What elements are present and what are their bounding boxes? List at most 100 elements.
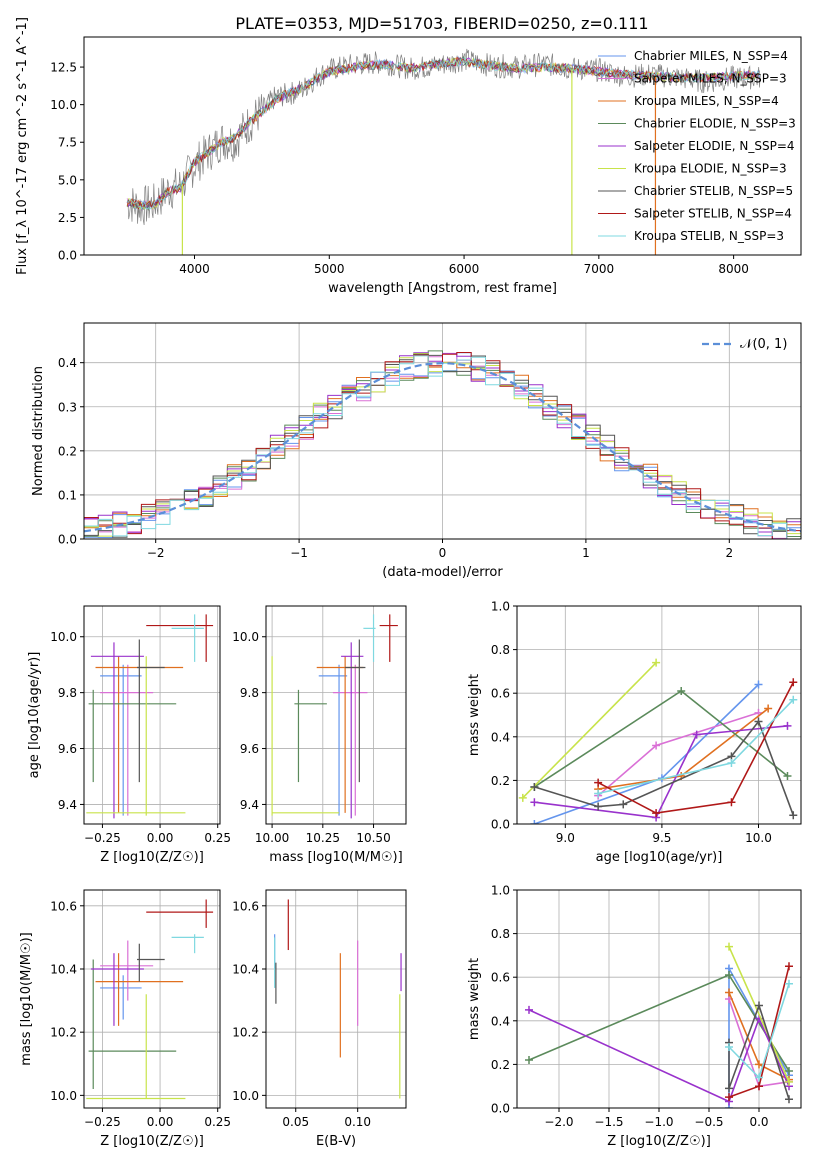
x-axis-label: age [log10(age/yr)] bbox=[596, 850, 723, 865]
mass-weight-marker bbox=[530, 782, 539, 791]
y-tick-label: 1.0 bbox=[491, 600, 510, 614]
mass-weight-marker bbox=[764, 704, 773, 713]
x-tick-label: 9.0 bbox=[556, 831, 575, 845]
age-vs-mass-frame bbox=[265, 605, 407, 825]
y-tick-label: 0.4 bbox=[491, 1014, 510, 1028]
residuals-panel: −2 −1 0 1 2 0.0 0.1 0.2 0.3 0.4 (data-model)/error… bbox=[31, 322, 802, 580]
y-tick-label: 0.4 bbox=[491, 730, 510, 744]
x-tick-label: 0.0 bbox=[749, 1115, 768, 1129]
y-tick-label: 0.8 bbox=[491, 643, 510, 657]
errorbar-point bbox=[146, 899, 214, 928]
errorbar-point bbox=[100, 940, 154, 1001]
mass-weight-marker bbox=[725, 971, 733, 980]
x-tick-label: 0 bbox=[439, 546, 447, 560]
y-tick-label: 0.4 bbox=[58, 356, 77, 370]
y-tick-label: 1.0 bbox=[491, 884, 510, 898]
x-tick-label: 10.0 bbox=[745, 831, 772, 845]
mass-weight-marker bbox=[755, 1073, 763, 1082]
mass-weight-marker bbox=[525, 1005, 533, 1014]
mass-weight-marker bbox=[530, 820, 539, 824]
errorbar-point bbox=[90, 953, 144, 1026]
y-tick-label: 0.0 bbox=[491, 818, 510, 832]
y-tick-label: 0.3 bbox=[58, 400, 77, 414]
y-tick-label: 7.5 bbox=[58, 136, 77, 150]
y-tick-label: 9.8 bbox=[240, 686, 259, 700]
mass-vs-ebv-frame bbox=[265, 889, 407, 1109]
errorbar-point bbox=[86, 994, 186, 1100]
y-axis-label: Normed distribution bbox=[31, 366, 46, 496]
plots-layer: 4000 5000 6000 7000 80000.02.55.07.510.012.5… bbox=[15, 17, 802, 1149]
legend-entry: Salpeter ELODIE, N_SSP=4 bbox=[634, 139, 795, 153]
errorbar-point bbox=[88, 959, 177, 1090]
y-tick-label: 10.0 bbox=[50, 98, 77, 112]
errorbar-point bbox=[88, 689, 177, 783]
mass-weight-marker bbox=[652, 809, 661, 818]
x-tick-label: 1 bbox=[582, 546, 590, 560]
mass-weight-marker bbox=[692, 730, 701, 739]
y-tick-label: 0.6 bbox=[491, 687, 510, 701]
y-tick-label: 0.2 bbox=[491, 774, 510, 788]
figure-title: PLATE=0353, MJD=51703, FIBERID=0250, z=0… bbox=[235, 14, 648, 33]
errorbar-point bbox=[294, 689, 327, 783]
y-tick-label: 9.4 bbox=[240, 798, 259, 812]
mass-weight-marker bbox=[530, 798, 539, 807]
errorbar-point bbox=[316, 656, 364, 813]
mass-weight-line bbox=[728, 1003, 790, 1100]
y-tick-label: 10.4 bbox=[50, 962, 77, 976]
mass-weight-marker bbox=[727, 758, 736, 767]
age-vs-mass-plot-area bbox=[271, 614, 398, 819]
mass-weight-marker bbox=[754, 680, 763, 689]
mass-vs-ebv-plot-area bbox=[274, 899, 402, 1099]
x-tick-label: 0.25 bbox=[204, 1115, 231, 1129]
mass-weight-line bbox=[597, 712, 759, 797]
x-axis-label: E(B-V) bbox=[316, 1134, 356, 1149]
y-tick-label: 0.8 bbox=[491, 927, 510, 941]
mass-weight-marker bbox=[725, 1093, 733, 1102]
mass-weight-marker bbox=[789, 695, 798, 704]
y-tick-label: 5.0 bbox=[58, 173, 77, 187]
errorbar-point bbox=[345, 639, 366, 783]
spectrum-frame bbox=[83, 36, 802, 256]
residual-histogram bbox=[84, 355, 801, 539]
mass-weight-marker bbox=[594, 789, 603, 798]
residuals-plot-area bbox=[84, 350, 801, 539]
mass-weight-marker bbox=[594, 802, 603, 811]
x-tick-label: −0.5 bbox=[694, 1115, 723, 1129]
mass-weight-line bbox=[522, 662, 657, 799]
x-tick-label: 2 bbox=[725, 546, 733, 560]
y-tick-label: 10.4 bbox=[232, 962, 259, 976]
y-tick-label: 0.0 bbox=[58, 249, 77, 263]
spectrum-plot-area bbox=[126, 48, 761, 255]
errorbar-point bbox=[318, 664, 348, 816]
mass-weight-vs-Z-frame bbox=[516, 889, 802, 1109]
mass-weight-marker bbox=[727, 798, 736, 807]
y-tick-label: 9.6 bbox=[58, 742, 77, 756]
y-tick-label: 10.2 bbox=[50, 1026, 77, 1040]
mass-weight-marker bbox=[525, 1056, 533, 1065]
mass-weight-line bbox=[597, 681, 795, 814]
y-tick-label: 9.8 bbox=[58, 686, 77, 700]
residual-histogram bbox=[84, 352, 801, 539]
y-tick-label: 10.0 bbox=[50, 1089, 77, 1103]
legend-entry: Chabrier ELODIE, N_SSP=3 bbox=[634, 117, 796, 131]
x-tick-label: −0.25 bbox=[84, 831, 121, 845]
mass-weight-marker bbox=[785, 1095, 793, 1104]
mass-weight-marker bbox=[785, 962, 793, 971]
mass-weight-marker bbox=[725, 1084, 733, 1093]
y-axis-label: mass [log10(M/M☉)] bbox=[19, 932, 34, 1065]
mass-weight-marker bbox=[518, 793, 527, 802]
model-spectrum-line bbox=[126, 57, 760, 210]
x-axis-label: Z [log10(Z/Z☉)] bbox=[607, 1134, 711, 1149]
errorbar-point bbox=[171, 934, 204, 954]
age-vs-mass-panel: 10.00 10.25 10.50 9.4 9.6 9.8 10.0 mass [log10(… bbox=[232, 605, 407, 865]
mass-weight-marker bbox=[652, 658, 661, 667]
model-spectrum-line bbox=[126, 56, 760, 211]
age-vs-Z-panel: −0.25 0.00 0.25 9.4 9.6 9.8 10.0 Z [log10(Z/Z☉)… bbox=[27, 605, 231, 865]
mass-weight-vs-age-panel: 9.0 9.5 10.0 0.0 0.2 0.4 0.6 0.8 1.0 age [log10(a… bbox=[467, 600, 802, 865]
errorbar-point bbox=[137, 943, 165, 982]
legend-entry: Salpeter STELIB, N_SSP=4 bbox=[634, 207, 792, 221]
x-tick-label: 0.05 bbox=[282, 1115, 309, 1129]
mass-weight-marker bbox=[783, 721, 792, 730]
y-tick-label: 0.0 bbox=[58, 533, 77, 547]
x-axis-label: Z [log10(Z/Z☉)] bbox=[100, 850, 204, 865]
